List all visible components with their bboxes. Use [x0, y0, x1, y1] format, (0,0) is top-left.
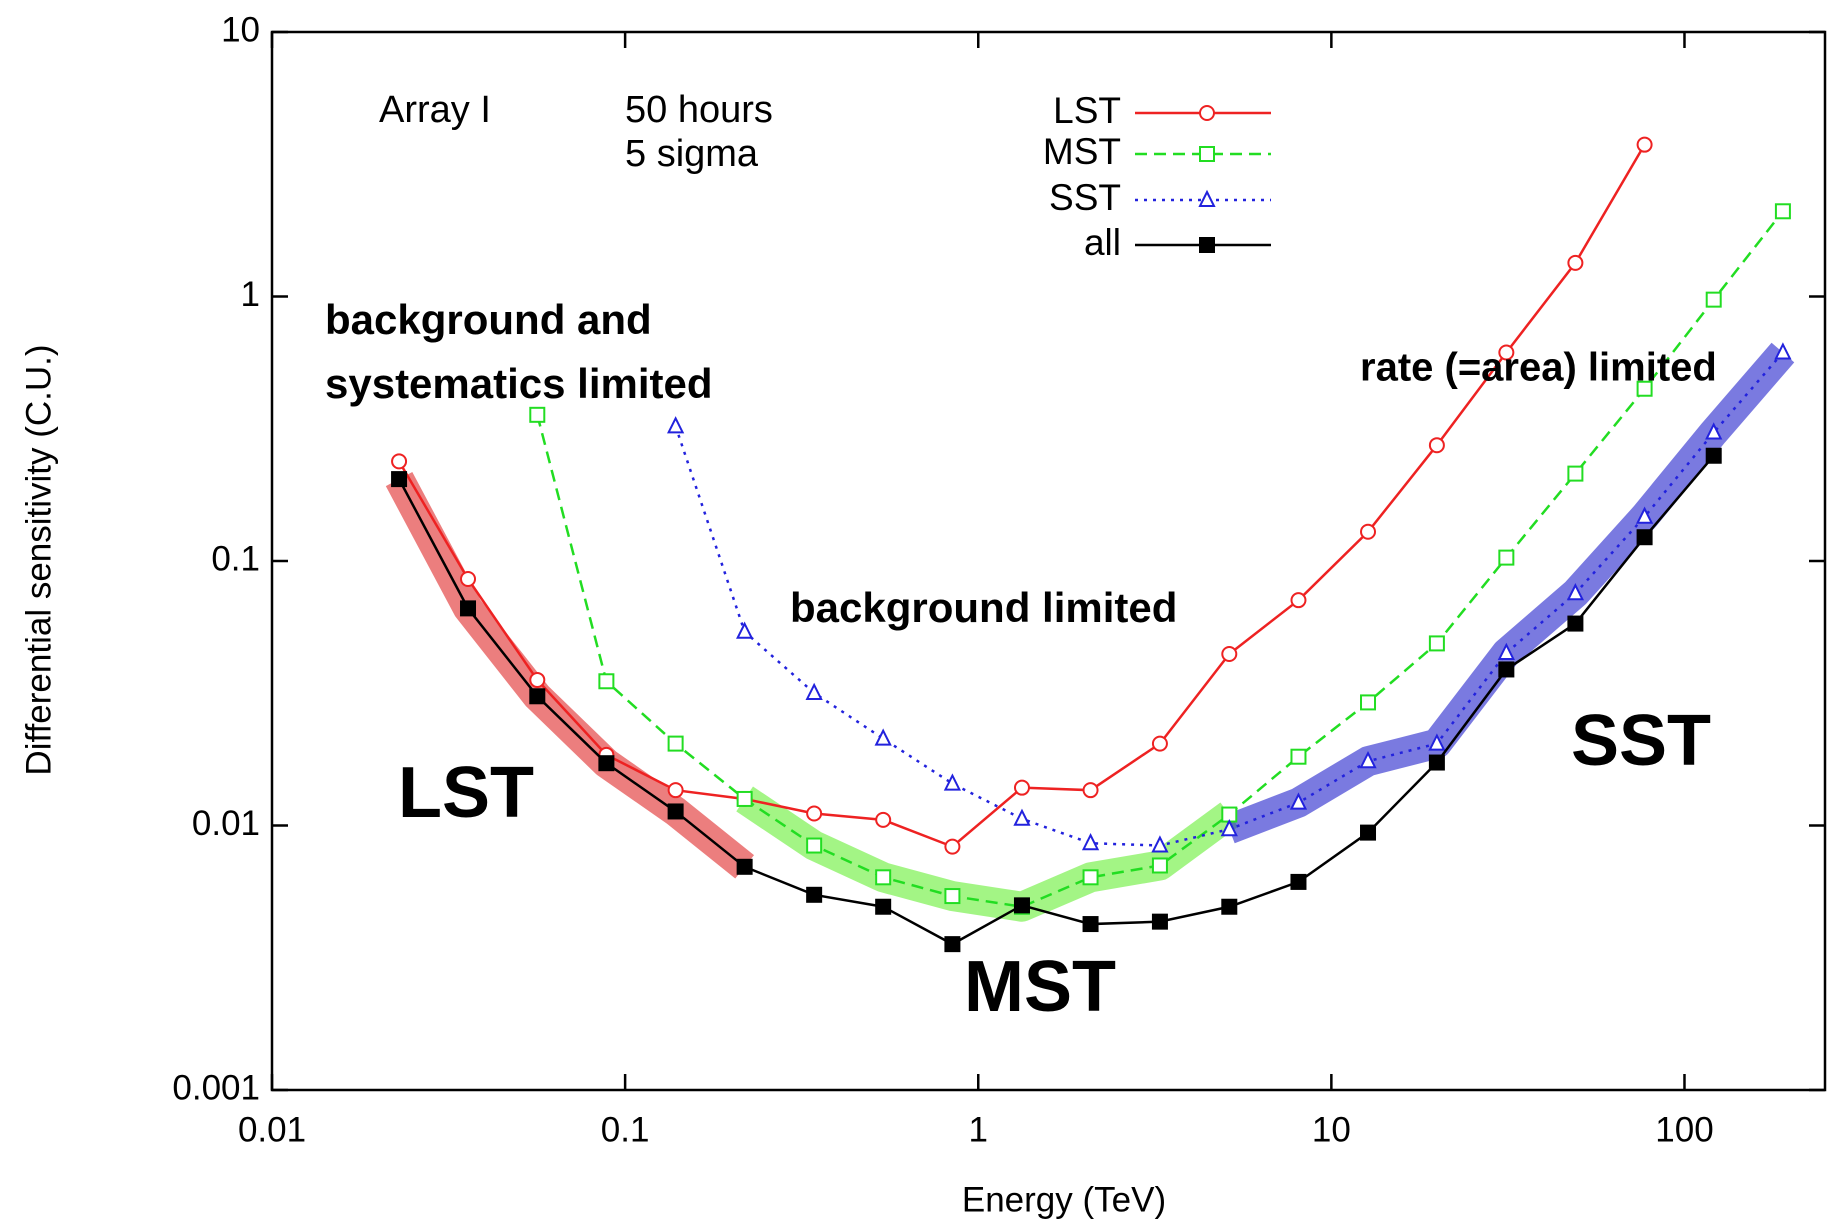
y-tick-label: 1	[241, 275, 260, 314]
legend-label: all	[1084, 222, 1121, 263]
telescope-label: LST	[398, 753, 534, 833]
marker	[1200, 192, 1214, 206]
marker	[1568, 467, 1582, 481]
marker	[1153, 737, 1167, 751]
y-tick-label: 10	[221, 10, 260, 49]
marker	[668, 803, 684, 819]
marker	[807, 807, 821, 821]
marker	[1706, 448, 1722, 464]
x-axis-label: Energy (TeV)	[962, 1180, 1166, 1219]
marker	[1361, 525, 1375, 539]
marker	[1776, 204, 1790, 218]
marker	[1200, 147, 1214, 161]
page: Array I 50 hours 5 sigma background and …	[0, 0, 1841, 1227]
marker	[1498, 661, 1514, 677]
marker	[944, 936, 960, 952]
marker	[669, 418, 683, 432]
marker	[392, 454, 406, 468]
marker	[530, 673, 544, 687]
legend-label: LST	[1053, 90, 1121, 131]
marker	[1222, 647, 1236, 661]
marker	[460, 600, 476, 616]
marker	[945, 889, 959, 903]
marker	[807, 685, 821, 699]
marker	[1637, 529, 1653, 545]
marker	[1083, 916, 1099, 932]
marker	[669, 737, 683, 751]
marker	[1361, 695, 1375, 709]
note: 50 hours	[625, 89, 773, 131]
marker	[1015, 781, 1029, 795]
marker	[1707, 293, 1721, 307]
marker	[738, 624, 752, 638]
x-tick-label: 0.1	[601, 1110, 650, 1149]
marker	[737, 859, 753, 875]
telescope-label: MST	[964, 947, 1116, 1027]
y-axis-label: Differential sensitivity (C.U.)	[19, 344, 58, 775]
annotation: background limited	[790, 584, 1177, 631]
annotation: systematics limited	[325, 360, 713, 407]
annotation: rate (=area) limited	[1360, 346, 1717, 390]
x-tick-label: 10	[1312, 1110, 1351, 1149]
marker	[1084, 870, 1098, 884]
y-tick-label: 0.01	[192, 804, 260, 843]
x-tick-label: 100	[1655, 1110, 1713, 1149]
marker	[1430, 636, 1444, 650]
marker	[598, 755, 614, 771]
marker	[1638, 138, 1652, 152]
marker	[1291, 593, 1305, 607]
marker	[391, 471, 407, 487]
legend-label: SST	[1049, 177, 1121, 218]
marker	[1152, 914, 1168, 930]
marker	[1567, 616, 1583, 632]
marker	[1568, 256, 1582, 270]
marker	[738, 792, 752, 806]
note: Array I	[379, 89, 491, 131]
marker	[530, 408, 544, 422]
series-line	[399, 456, 1714, 944]
x-tick-label: 0.01	[238, 1110, 306, 1149]
marker	[876, 813, 890, 827]
marker	[669, 783, 683, 797]
chart: Array I 50 hours 5 sigma background and …	[0, 0, 1841, 1227]
marker	[1221, 899, 1237, 915]
marker	[876, 731, 890, 745]
marker	[945, 776, 959, 790]
legend-label: MST	[1043, 131, 1121, 172]
note: 5 sigma	[625, 133, 759, 175]
marker	[807, 839, 821, 853]
marker	[1084, 783, 1098, 797]
marker	[945, 840, 959, 854]
marker	[806, 887, 822, 903]
marker	[599, 674, 613, 688]
telescope-label: SST	[1571, 701, 1711, 781]
marker	[1153, 858, 1167, 872]
marker	[461, 572, 475, 586]
marker	[1291, 750, 1305, 764]
marker	[1429, 755, 1445, 771]
y-tick-label: 0.001	[172, 1068, 260, 1107]
marker	[875, 899, 891, 915]
marker	[1014, 897, 1030, 913]
annotation: background and	[325, 296, 652, 343]
marker	[1499, 551, 1513, 565]
x-tick-label: 1	[969, 1110, 988, 1149]
marker	[1360, 825, 1376, 841]
marker	[1200, 106, 1214, 120]
marker	[529, 688, 545, 704]
marker	[1290, 874, 1306, 890]
marker	[1199, 237, 1215, 253]
marker	[876, 870, 890, 884]
marker	[1015, 811, 1029, 825]
y-tick-label: 0.1	[211, 539, 260, 578]
marker	[1430, 438, 1444, 452]
